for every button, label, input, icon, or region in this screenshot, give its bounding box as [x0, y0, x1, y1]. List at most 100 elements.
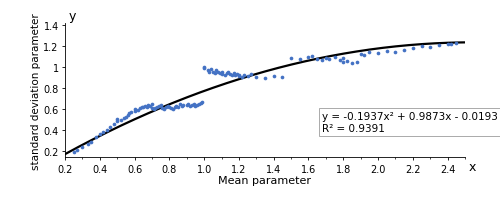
Point [426, 47, 434, 50]
Point [130, 108, 138, 111]
Point [233, 73, 241, 76]
Point [212, 69, 220, 73]
Point [230, 72, 237, 75]
Point [174, 106, 182, 109]
Point [216, 72, 224, 75]
Point [150, 108, 158, 111]
Point [382, 50, 390, 53]
Point [182, 104, 190, 107]
Point [444, 43, 452, 47]
Point [148, 107, 156, 110]
Point [356, 53, 364, 56]
Point [136, 107, 144, 110]
Point [261, 77, 269, 80]
Point [102, 129, 110, 132]
Point [224, 70, 232, 74]
Point [228, 74, 236, 77]
Point [126, 112, 134, 115]
Point [200, 66, 208, 70]
Point [153, 106, 161, 109]
Point [360, 54, 368, 57]
X-axis label: Mean parameter: Mean parameter [218, 175, 312, 185]
Point [152, 107, 160, 110]
Point [160, 108, 168, 111]
Point [178, 105, 186, 108]
Point [247, 73, 255, 76]
Point [120, 116, 128, 120]
Point [353, 61, 361, 64]
Point [162, 106, 170, 109]
Point [84, 142, 92, 146]
Point [447, 43, 455, 47]
Point [172, 105, 180, 108]
Point [134, 109, 142, 112]
Point [164, 105, 172, 108]
Point [322, 57, 330, 60]
Point [222, 72, 230, 75]
Point [304, 56, 312, 59]
Point [166, 106, 173, 109]
Point [218, 73, 226, 76]
Point [186, 105, 194, 108]
Point [204, 69, 212, 73]
Point [342, 60, 350, 63]
Point [124, 114, 132, 118]
Point [435, 44, 443, 48]
Point [167, 107, 175, 110]
Point [392, 51, 400, 54]
Point [113, 120, 121, 123]
Point [156, 104, 164, 107]
Point [110, 123, 118, 126]
Point [200, 67, 208, 71]
Point [130, 110, 138, 113]
Point [452, 42, 460, 46]
Text: y: y [69, 10, 76, 23]
Point [235, 75, 243, 78]
Point [226, 73, 234, 76]
Point [96, 133, 104, 136]
Point [418, 45, 426, 49]
Point [169, 108, 177, 111]
Point [210, 72, 218, 75]
Point [308, 55, 316, 58]
Point [340, 61, 347, 64]
Point [144, 104, 152, 107]
Point [374, 52, 382, 55]
Point [270, 75, 278, 78]
Point [127, 111, 135, 114]
Point [73, 149, 81, 152]
Point [348, 62, 356, 65]
Point [122, 115, 130, 119]
Point [176, 103, 184, 106]
Point [207, 68, 215, 72]
Point [252, 76, 260, 79]
Point [180, 104, 188, 107]
Point [195, 103, 203, 106]
Point [244, 75, 252, 78]
Point [296, 58, 304, 61]
Point [409, 48, 417, 51]
Point [318, 59, 326, 62]
Point [196, 102, 204, 105]
Point [158, 107, 166, 110]
Point [78, 145, 86, 149]
Point [235, 74, 243, 77]
Point [240, 74, 248, 77]
Point [400, 49, 408, 52]
Point [330, 56, 338, 59]
Point [209, 70, 217, 74]
Point [193, 104, 201, 107]
Point [214, 70, 222, 74]
Point [140, 106, 147, 109]
Point [106, 126, 114, 129]
Point [238, 76, 246, 79]
Point [141, 105, 149, 108]
Point [148, 103, 156, 106]
Point [198, 101, 206, 104]
Point [218, 70, 226, 74]
Point [278, 76, 286, 79]
Point [190, 103, 198, 106]
Point [70, 151, 78, 154]
Point [188, 104, 196, 107]
Text: y = -0.1937x² + 0.9873x - 0.0193
R² = 0.9391: y = -0.1937x² + 0.9873x - 0.0193 R² = 0.… [322, 111, 498, 133]
